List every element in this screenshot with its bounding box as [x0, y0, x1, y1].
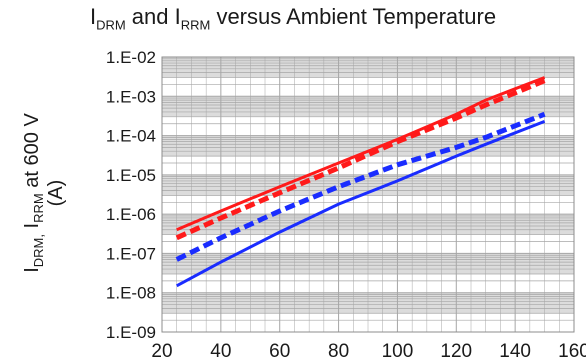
- ylabel-part: at 600 V: [21, 113, 43, 194]
- chart-title: IDRM and IRRM versus Ambient Temperature: [0, 4, 586, 32]
- x-tick-label: 160: [558, 341, 586, 360]
- x-tick-label: 140: [499, 341, 531, 360]
- series-group: [175, 76, 546, 288]
- grid-lines: [161, 57, 575, 333]
- x-tick-label: 40: [210, 341, 231, 360]
- y-tick-label: 1.E-09: [106, 323, 156, 342]
- series-line: [175, 120, 546, 288]
- y-tick-label: 1.E-05: [106, 166, 156, 185]
- plot-frame: [161, 56, 575, 333]
- y-axis-label: IDRM, IRRM at 600 V (A): [21, 113, 67, 273]
- series-line: [175, 78, 546, 241]
- y-tick-label: 1.E-08: [106, 284, 156, 303]
- y-tick-label: 1.E-03: [106, 87, 156, 106]
- y-axis-label-line2: (A): [45, 180, 67, 207]
- title-part: I: [89, 4, 97, 29]
- y-axis-label-line1: IDRM, IRRM at 600 V: [21, 113, 46, 273]
- title-subscript: RRM: [180, 17, 211, 33]
- x-tick-label: 20: [151, 341, 172, 360]
- title-part: versus Ambient Temperature: [210, 4, 497, 29]
- ylabel-subscript: RRM: [31, 193, 46, 223]
- y-tick-label: 1.E-02: [106, 48, 156, 67]
- title-part: and I: [125, 4, 181, 29]
- x-tick-label: 120: [440, 341, 472, 360]
- ylabel-part: I: [21, 267, 43, 273]
- y-tick-label: 1.E-04: [106, 127, 156, 146]
- x-tick-label: 80: [328, 341, 349, 360]
- x-tick-label: 100: [382, 341, 414, 360]
- y-tick-label: 1.E-06: [106, 205, 156, 224]
- x-tick-labels: 20 40 60 80 100 120 140 160: [151, 341, 586, 360]
- y-tick-label: 1.E-07: [106, 244, 156, 263]
- series-line: [175, 111, 546, 262]
- ylabel-part: I: [21, 223, 43, 234]
- x-tick-label: 60: [269, 341, 290, 360]
- title-subscript: DRM: [96, 17, 126, 33]
- series-line: [176, 76, 546, 232]
- y-tick-labels: 1.E-09 1.E-08 1.E-07 1.E-06 1.E-05 1.E-04 1.E-…: [106, 48, 156, 342]
- ylabel-subscript: DRM,: [31, 234, 46, 267]
